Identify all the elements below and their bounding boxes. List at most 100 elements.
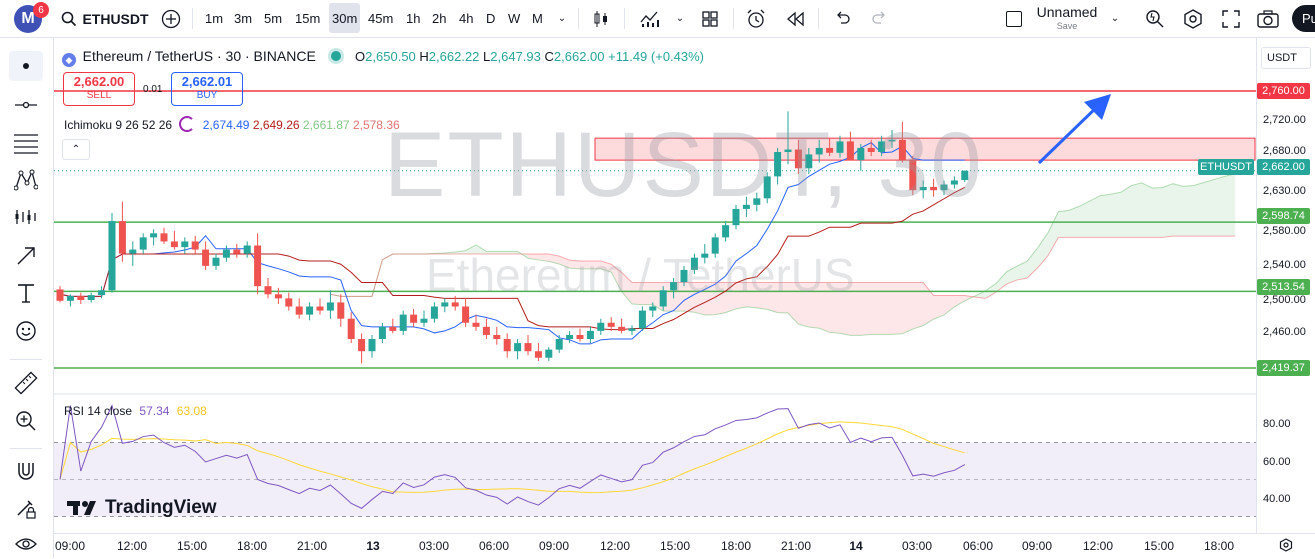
ruler-icon <box>14 371 38 395</box>
legend-symbol-title: Ethereum / TetherUS · 30 · BINANCE <box>82 48 316 64</box>
trend-line-tool-button[interactable] <box>9 90 43 120</box>
layout-dropdown-button[interactable]: ⌄ <box>1106 0 1124 37</box>
layout-name-button[interactable]: Unnamed Save <box>1033 4 1101 34</box>
plus-circle-icon <box>161 9 181 28</box>
candle-body <box>326 302 334 311</box>
layout-checkbox[interactable] <box>1003 0 1025 37</box>
candle-body <box>337 302 345 319</box>
interval-15m[interactable]: 15m <box>295 11 321 26</box>
candle-body <box>77 295 85 300</box>
text-tool-button[interactable] <box>9 278 43 308</box>
candle-body <box>482 326 490 335</box>
interval-1h[interactable]: 1h <box>406 11 421 26</box>
chart-type-button[interactable] <box>588 0 614 37</box>
publish-button[interactable]: Pu <box>1292 5 1315 32</box>
magnet-icon <box>18 463 34 480</box>
interval-w[interactable]: W <box>508 11 521 26</box>
candle-body <box>399 314 407 331</box>
chart-pane[interactable]: ETHUSDT, 30 Ethereum / TetherUS ◆ Ethere… <box>54 38 1256 533</box>
interval-m[interactable]: M <box>532 11 543 26</box>
candle-body <box>846 141 854 161</box>
toolbar-divider <box>818 8 819 29</box>
hide-drawings-button[interactable] <box>9 532 43 556</box>
emoji-tool-button[interactable] <box>9 316 43 346</box>
toolbar-divider <box>10 448 42 449</box>
buy-price: 2,662.01 <box>181 74 233 89</box>
symbol-search-button[interactable]: ETHUSDT <box>60 0 150 37</box>
ichimoku-cloud-segment <box>954 295 965 307</box>
measure-tool-button[interactable] <box>9 368 43 398</box>
interval-45m[interactable]: 45m <box>368 11 394 26</box>
rsi-level-label: 60.00 <box>1263 456 1291 468</box>
fib-tool-button[interactable] <box>9 128 43 158</box>
candle-body <box>763 176 771 199</box>
candle-body <box>222 249 230 258</box>
indicators-button[interactable] <box>636 0 664 37</box>
buy-button[interactable]: 2,662.01 BUY <box>171 72 243 106</box>
lock-drawings-button[interactable] <box>9 494 43 524</box>
ichimoku-cloud-segment <box>944 295 955 316</box>
snapshot-button[interactable] <box>1254 0 1282 37</box>
symbol-legend[interactable]: ◆ Ethereum / TetherUS · 30 · BINANCE O2,… <box>62 48 704 67</box>
layout-save-status: Save <box>1056 21 1078 31</box>
magnet-tool-button[interactable] <box>9 456 43 486</box>
ichimoku-legend[interactable]: Ichimoku 9 26 52 26 2,674.49 2,649.26 2,… <box>64 116 400 132</box>
candle-body <box>670 282 678 291</box>
fullscreen-button[interactable] <box>1217 0 1245 37</box>
indicators-dropdown-button[interactable]: ⌄ <box>672 0 688 37</box>
candle-body <box>212 257 220 266</box>
price-label: 2,720.00 <box>1263 114 1306 126</box>
undo-button[interactable] <box>828 0 856 37</box>
cursor-tool-button[interactable] <box>9 51 43 81</box>
candle-body <box>56 289 64 301</box>
tradingview-logo[interactable]: TradingView <box>67 497 217 519</box>
eye-icon <box>15 538 37 550</box>
smiley-icon <box>16 321 36 341</box>
ichimoku-cloud-segment <box>704 282 716 316</box>
intervals-dropdown-button[interactable]: ⌄ <box>554 0 570 37</box>
interval-5m[interactable]: 5m <box>264 11 283 26</box>
compare-symbol-button[interactable] <box>157 0 185 37</box>
time-axis[interactable]: 09:00 12:00 15:00 18:00 21:00 13 03:00 06:00 09:… <box>54 533 1315 559</box>
sell-button[interactable]: 2,662.00 SELL <box>63 72 135 106</box>
collapse-legend-button[interactable]: ⌃ <box>62 139 90 160</box>
price-chart[interactable] <box>54 38 1256 533</box>
interval-30m[interactable]: 30m <box>329 3 361 33</box>
axis-settings-button[interactable] <box>1276 535 1296 555</box>
candle-body <box>898 139 906 161</box>
pattern-tool-button[interactable] <box>9 165 43 195</box>
currency-select[interactable]: USDT <box>1261 47 1311 69</box>
user-menu-button[interactable]: M 6 <box>8 0 49 37</box>
price-label: 2,630.00 <box>1263 185 1306 197</box>
redo-button[interactable] <box>866 0 894 37</box>
rsi-legend[interactable]: RSI 14 close 57.34 63.08 <box>64 404 207 418</box>
interval-2h[interactable]: 2h <box>432 11 447 26</box>
settings-button[interactable] <box>1179 0 1207 37</box>
rsi-level-label: 80.00 <box>1263 418 1291 430</box>
senkou-span-a-line <box>330 173 1236 336</box>
zoom-tool-button[interactable] <box>9 406 43 436</box>
ichimoku-cloud-segment <box>767 282 778 313</box>
interval-d[interactable]: D <box>486 11 496 26</box>
replay-button[interactable] <box>782 0 810 37</box>
pencil-lock-icon <box>17 500 36 519</box>
interval-3m[interactable]: 3m <box>234 11 253 26</box>
price-axis[interactable]: USDT <box>1256 38 1315 533</box>
layouts-button[interactable] <box>697 0 723 37</box>
ichimoku-cloud-segment <box>923 282 934 326</box>
candle-body <box>805 154 813 169</box>
quick-search-button[interactable] <box>1141 0 1169 37</box>
support-price-tag: 2,513.54 <box>1257 279 1310 295</box>
ichimoku-cloud-segment <box>517 251 528 259</box>
candle-body <box>753 198 761 205</box>
layout-name: Unnamed <box>1036 4 1098 20</box>
alert-button[interactable] <box>742 0 770 37</box>
candle-body <box>254 245 262 287</box>
candle-body <box>638 310 646 329</box>
brush-tool-button[interactable] <box>9 241 43 271</box>
candle-body <box>659 290 667 307</box>
interval-1m[interactable]: 1m <box>205 11 224 26</box>
interval-4h[interactable]: 4h <box>459 11 474 26</box>
candle-body <box>950 180 958 185</box>
forecast-tool-button[interactable] <box>9 202 43 232</box>
